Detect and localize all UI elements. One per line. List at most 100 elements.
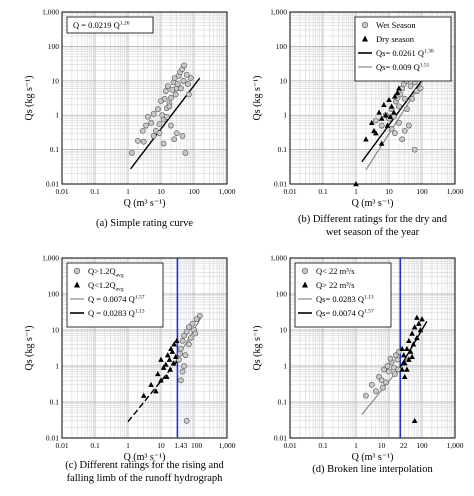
data-point [185,91,192,98]
data-point [410,341,417,347]
x-tick-label: 10 [157,441,165,450]
data-point [166,356,173,362]
data-point [414,314,420,320]
y-tick-label: 0.01 [46,180,59,189]
data-point [378,140,385,146]
data-point [181,363,187,369]
data-point [407,348,414,354]
data-point [162,88,169,95]
data-point [411,417,418,424]
x-tick-label: 0.01 [283,187,296,196]
legend-label: Dry season [376,34,415,44]
y-tick-label: 0.1 [50,398,60,407]
data-point [368,381,375,388]
data-point [185,341,192,348]
data-point [409,95,415,102]
data-point [382,379,389,386]
data-point [411,146,418,153]
y-tick-label: 0.1 [278,145,288,154]
data-point [168,94,174,101]
legend-exponent: 1.13 [364,295,374,301]
data-point [140,392,147,398]
data-point [383,112,389,118]
data-point [363,136,369,142]
x-axis-label: Q (m³ s⁻¹) [352,198,394,209]
data-point [368,119,375,126]
x-tick-label: 0.1 [318,441,328,450]
data-point [184,81,191,88]
legend-exponent: 1.13 [135,309,145,315]
data-point [371,127,377,134]
data-point [171,136,178,143]
y-tick-label: 1,000 [270,8,287,17]
data-point [172,353,179,360]
y-axis-label: Qs (kg s⁻¹) [252,76,263,121]
data-point [387,113,394,119]
data-point [380,366,387,373]
data-point [160,364,167,370]
legend-box [294,262,392,328]
x-tick-label: 100 [416,441,428,450]
y-tick-label: 1,000 [42,8,59,17]
legend-box [66,16,154,34]
data-point [160,140,167,147]
legend-label: Q = 0.0074 Q1.57 [88,294,145,304]
data-point [409,353,415,360]
x-axis-label: Q (m³ s⁻¹) [352,452,394,463]
legend-exponent: 1.57 [364,309,374,315]
data-point [156,130,163,137]
legend-triangle-marker [362,35,368,42]
y-tick-label: 0.01 [274,434,287,443]
y-tick-label: 10 [280,76,288,85]
data-point [406,356,412,362]
data-point [394,356,401,363]
data-point [372,117,379,124]
data-point [399,366,405,372]
x-tick-label: 10 [385,187,393,196]
y-tick-label: 10 [52,326,60,335]
legend-circle-marker [73,267,81,275]
data-point [174,81,181,88]
legend-label: Q<1.2Qavg [88,280,124,293]
x-tick-label: 1,000 [219,441,236,450]
data-point [386,368,392,375]
data-point [404,366,410,372]
data-point [388,125,395,132]
data-point [400,352,407,358]
data-point [181,332,187,339]
panel-4: 0.01 0.1 1 100 1,000 10 22 0.01 0.1 1 10 100 1,000 Q … [252,254,464,476]
y-tick-label: 100 [276,42,288,51]
y-tick-label: 0.1 [50,145,60,154]
y-tick-label: 0.01 [46,434,59,443]
data-point [388,103,395,109]
legend-label: Qs= 0.0074 Q1.57 [316,308,374,318]
plot-frame [289,257,456,439]
data-point [172,91,179,98]
panel-caption: (d) Broken line interpolation [312,464,433,475]
data-point [396,119,402,126]
legend-label: Q>1.2Qavg [88,266,124,279]
data-point [164,352,171,358]
legend-label: Q> 22 m³/s [316,280,355,290]
data-point [164,83,171,90]
x-tick-label: 1,000 [219,187,236,196]
data-point [404,106,410,113]
panel-caption: (b) Different ratings for the dry and [298,214,448,225]
data-point [411,324,418,330]
legend-label: Q = 0.0219 Q1.26 [73,20,130,30]
x-axis-label: Q (m³ s⁻¹) [124,452,166,463]
data-point [384,122,391,128]
data-point [163,361,169,367]
x-tick-label: 10 [378,441,386,450]
data-point [386,96,392,103]
data-point [405,122,412,129]
legend: Wet Season Dry season Qs= 0.0261 Q1.30 Qs= … [354,16,452,82]
data-point [401,373,408,380]
data-point [128,150,135,156]
data-point [177,377,184,384]
panel-caption: falling limb of the runoff hydrograph [67,473,224,484]
data-point [177,350,184,357]
data-point [399,345,405,352]
legend-label: Qs= 0.009 Q1.51 [376,62,430,72]
